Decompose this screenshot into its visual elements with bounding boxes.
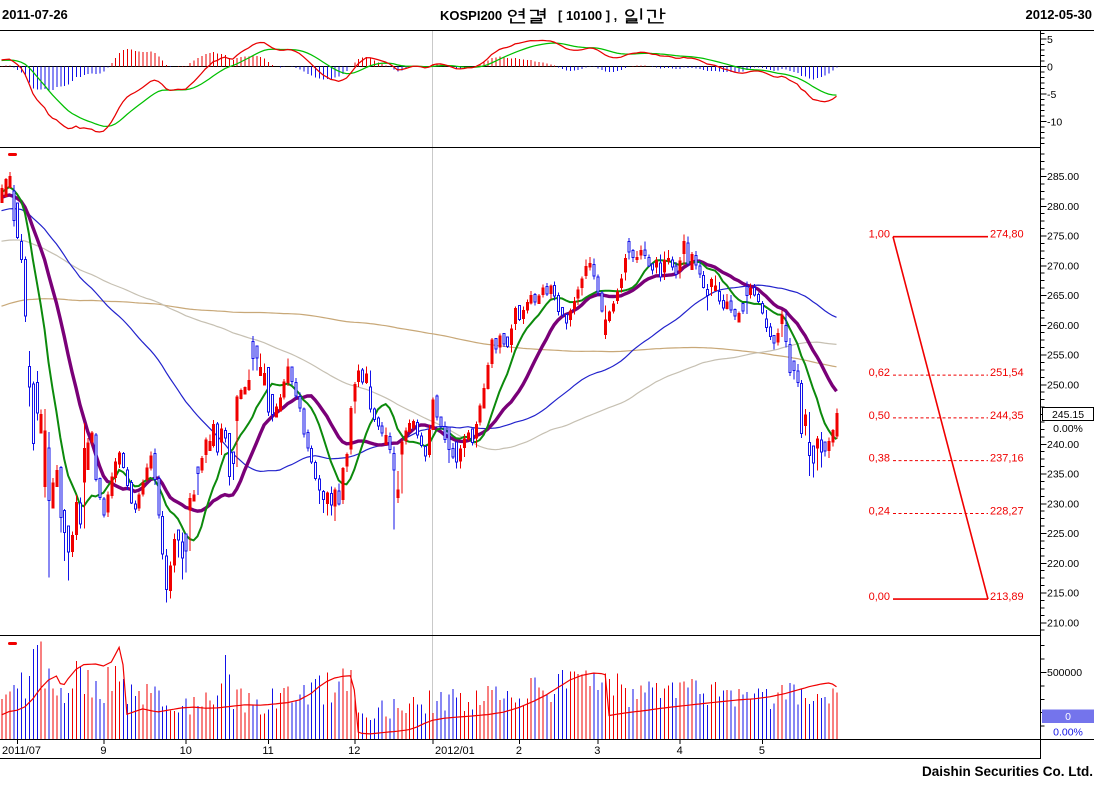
svg-text:2011/07: 2011/07 [2,745,41,757]
svg-text:210.00: 210.00 [1047,617,1079,629]
svg-text:0,50: 0,50 [869,410,890,422]
svg-text:270.00: 270.00 [1047,260,1079,272]
svg-text:KOSPI200: KOSPI200 [440,8,502,23]
svg-text:11: 11 [262,745,273,757]
svg-text:228,27: 228,27 [990,506,1024,518]
svg-text:0,38: 0,38 [869,453,890,465]
svg-text:9: 9 [100,745,106,757]
svg-text:-10: -10 [1047,116,1062,128]
svg-text:285.00: 285.00 [1047,171,1079,183]
svg-text:1,00: 1,00 [869,229,890,241]
svg-text:260.00: 260.00 [1047,320,1079,332]
svg-text:2012-05-30: 2012-05-30 [1026,7,1093,22]
svg-text:225.00: 225.00 [1047,528,1079,540]
svg-text:500000: 500000 [1047,667,1082,679]
svg-text:237,16: 237,16 [990,453,1024,465]
svg-text:2011-07-26: 2011-07-26 [2,7,68,22]
svg-text:251,54: 251,54 [990,367,1024,379]
svg-text:230.00: 230.00 [1047,498,1079,510]
svg-text:275.00: 275.00 [1047,231,1079,243]
svg-text:5: 5 [759,745,765,757]
svg-text:Daishin Securities Co. Ltd.: Daishin Securities Co. Ltd. [922,764,1093,779]
svg-text:235.00: 235.00 [1047,469,1079,481]
svg-text:244,35: 244,35 [990,410,1024,422]
svg-text:280.00: 280.00 [1047,201,1079,213]
svg-text:215.00: 215.00 [1047,588,1079,600]
svg-text:5: 5 [1047,34,1053,46]
svg-text:4: 4 [677,745,683,757]
svg-text:0.00%: 0.00% [1053,727,1083,739]
svg-text:0: 0 [1047,61,1053,73]
svg-text:0: 0 [1065,711,1071,723]
svg-text:220.00: 220.00 [1047,558,1079,570]
svg-text:265.00: 265.00 [1047,290,1079,302]
svg-text:0.00%: 0.00% [1053,423,1083,435]
svg-text:2012/01: 2012/01 [435,745,475,757]
svg-text:10: 10 [180,745,192,757]
svg-text:-5: -5 [1047,89,1056,101]
svg-text:213,89: 213,89 [990,591,1024,603]
svg-text:0,24: 0,24 [869,506,890,518]
svg-text:0,62: 0,62 [869,367,890,379]
svg-text:0,00: 0,00 [869,591,890,603]
svg-text:250.00: 250.00 [1047,379,1079,391]
svg-text:12: 12 [348,745,360,757]
svg-text:274,80: 274,80 [990,229,1024,241]
svg-text:245.15: 245.15 [1052,409,1084,421]
svg-text:[ 10100 ] ,: [ 10100 ] , [558,8,617,23]
svg-text:240.00: 240.00 [1047,439,1079,451]
svg-text:3: 3 [594,745,600,757]
svg-text:255.00: 255.00 [1047,350,1079,362]
svg-text:2: 2 [516,745,522,757]
